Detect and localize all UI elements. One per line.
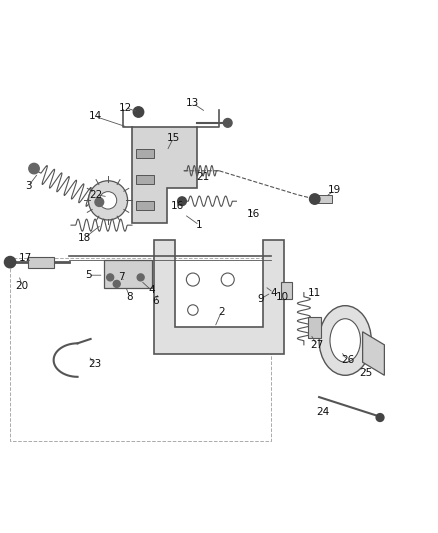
Bar [308, 317, 321, 338]
Ellipse shape [330, 319, 360, 362]
Circle shape [178, 197, 186, 206]
Text: 24: 24 [316, 407, 329, 417]
Bar [28, 257, 53, 268]
Circle shape [186, 273, 199, 286]
Text: 4: 4 [148, 286, 155, 295]
Text: 22: 22 [90, 190, 103, 200]
Circle shape [107, 274, 114, 281]
Text: 13: 13 [186, 98, 200, 108]
Circle shape [99, 192, 117, 209]
Text: 25: 25 [360, 368, 373, 378]
Text: 16: 16 [247, 209, 261, 219]
Text: 20: 20 [16, 281, 29, 291]
Circle shape [223, 118, 232, 127]
Text: 27: 27 [310, 340, 324, 350]
Circle shape [113, 280, 120, 287]
Polygon shape [154, 240, 284, 353]
Text: 9: 9 [257, 294, 264, 304]
Circle shape [221, 273, 234, 286]
Circle shape [29, 163, 39, 174]
Bar [104, 260, 152, 288]
Text: 7: 7 [118, 272, 124, 282]
Circle shape [88, 181, 127, 220]
Circle shape [133, 107, 144, 117]
Bar [136, 201, 154, 210]
Circle shape [376, 414, 384, 422]
Ellipse shape [319, 305, 371, 375]
Text: 12: 12 [119, 103, 132, 112]
Circle shape [4, 256, 16, 268]
Text: 4: 4 [270, 288, 277, 297]
Text: 2: 2 [218, 307, 225, 317]
Circle shape [137, 274, 144, 281]
Text: 15: 15 [167, 133, 180, 143]
Bar [281, 282, 292, 299]
Text: 17: 17 [19, 253, 32, 263]
Text: 16: 16 [171, 201, 184, 212]
Text: 18: 18 [78, 233, 91, 243]
Polygon shape [132, 127, 197, 223]
Text: 3: 3 [25, 181, 32, 191]
Text: 1: 1 [196, 220, 203, 230]
Text: 19: 19 [328, 185, 341, 195]
Circle shape [310, 194, 320, 204]
Text: 5: 5 [85, 270, 92, 280]
Text: 11: 11 [308, 288, 321, 297]
Text: 14: 14 [88, 111, 102, 122]
Text: 6: 6 [152, 296, 159, 306]
Text: 23: 23 [88, 359, 102, 369]
Text: 8: 8 [127, 292, 133, 302]
Text: 21: 21 [196, 172, 209, 182]
Text: 10: 10 [276, 292, 289, 302]
Bar [136, 175, 154, 184]
Polygon shape [363, 332, 385, 375]
Bar [315, 195, 332, 204]
Bar [136, 149, 154, 158]
Text: 26: 26 [341, 355, 354, 365]
Circle shape [95, 198, 104, 206]
Circle shape [187, 305, 198, 315]
